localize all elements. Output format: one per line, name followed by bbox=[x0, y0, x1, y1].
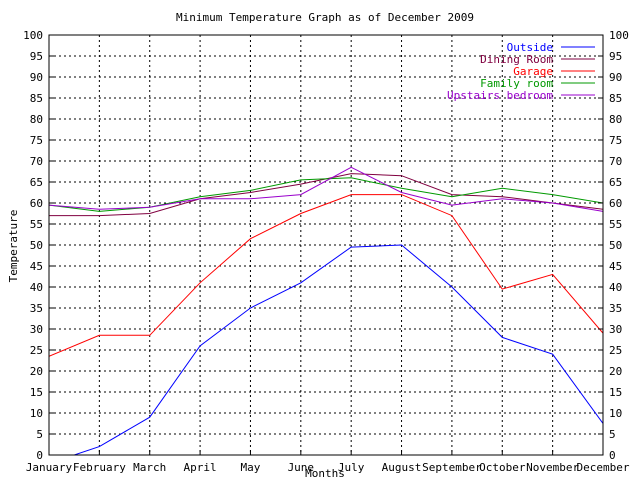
y-tick-label-right: 65 bbox=[609, 176, 622, 189]
legend-label-family-room: Family room bbox=[480, 77, 553, 90]
series-line-garage bbox=[49, 194, 603, 357]
y-tick-label-right: 90 bbox=[609, 71, 622, 84]
y-tick-label-right: 50 bbox=[609, 239, 622, 252]
x-tick-label: May bbox=[241, 461, 261, 474]
y-tick-label-left: 40 bbox=[30, 281, 43, 294]
y-tick-label-right: 60 bbox=[609, 197, 622, 210]
x-tick-label: March bbox=[133, 461, 166, 474]
y-tick-label-right: 85 bbox=[609, 92, 622, 105]
legend-label-dining-room: Dining Room bbox=[480, 53, 553, 66]
y-tick-label-right: 80 bbox=[609, 113, 622, 126]
y-tick-label-right: 35 bbox=[609, 302, 622, 315]
y-tick-label-left: 30 bbox=[30, 323, 43, 336]
y-tick-label-right: 70 bbox=[609, 155, 622, 168]
x-tick-label: December bbox=[577, 461, 630, 474]
y-tick-label-left: 85 bbox=[30, 92, 43, 105]
x-tick-label: November bbox=[526, 461, 579, 474]
y-tick-label-left: 35 bbox=[30, 302, 43, 315]
x-tick-label: September bbox=[422, 461, 482, 474]
series-line-outside bbox=[72, 244, 603, 455]
y-tick-label-left: 95 bbox=[30, 50, 43, 63]
y-tick-label-left: 15 bbox=[30, 386, 43, 399]
grid-lines bbox=[49, 35, 603, 455]
series-line-upstairs-bedroom bbox=[49, 166, 603, 212]
y-tick-label-left: 10 bbox=[30, 407, 43, 420]
x-tick-label: July bbox=[338, 461, 365, 474]
y-axis-label: Temperature bbox=[7, 210, 20, 283]
y-tick-label-right: 100 bbox=[609, 29, 629, 42]
y-tick-label-left: 75 bbox=[30, 134, 43, 147]
y-tick-label-left: 0 bbox=[36, 449, 43, 462]
y-tick-label-right: 45 bbox=[609, 260, 622, 273]
legend-label-upstairs-bedroom: Upstairs bedroom bbox=[447, 89, 553, 102]
y-tick-label-left: 90 bbox=[30, 71, 43, 84]
chart-title: Minimum Temperature Graph as of December… bbox=[176, 11, 474, 24]
y-tick-label-right: 15 bbox=[609, 386, 622, 399]
x-tick-label: August bbox=[382, 461, 422, 474]
x-tick-label: February bbox=[73, 461, 126, 474]
y-tick-label-left: 45 bbox=[30, 260, 43, 273]
x-tick-label: October bbox=[479, 461, 526, 474]
series-lines bbox=[49, 166, 603, 455]
y-tick-label-right: 30 bbox=[609, 323, 622, 336]
y-tick-label-right: 55 bbox=[609, 218, 622, 231]
y-tick-label-right: 25 bbox=[609, 344, 622, 357]
y-tick-label-right: 75 bbox=[609, 134, 622, 147]
y-tick-label-left: 20 bbox=[30, 365, 43, 378]
legend-label-outside: Outside bbox=[507, 41, 553, 54]
x-tick-label: January bbox=[26, 461, 73, 474]
y-tick-label-right: 10 bbox=[609, 407, 622, 420]
y-tick-label-left: 70 bbox=[30, 155, 43, 168]
y-tick-label-right: 40 bbox=[609, 281, 622, 294]
y-tick-label-left: 5 bbox=[36, 428, 43, 441]
x-axis-label: Months bbox=[305, 467, 345, 480]
x-tick-label: April bbox=[184, 461, 217, 474]
y-tick-label-left: 25 bbox=[30, 344, 43, 357]
y-tick-label-left: 100 bbox=[23, 29, 43, 42]
y-tick-label-right: 5 bbox=[609, 428, 616, 441]
y-tick-label-left: 55 bbox=[30, 218, 43, 231]
y-tick-label-left: 50 bbox=[30, 239, 43, 252]
y-tick-label-right: 95 bbox=[609, 50, 622, 63]
y-tick-label-right: 0 bbox=[609, 449, 616, 462]
x-tick-label: June bbox=[288, 461, 315, 474]
legend-label-garage: Garage bbox=[513, 65, 553, 78]
y-tick-label-right: 20 bbox=[609, 365, 622, 378]
y-tick-label-left: 65 bbox=[30, 176, 43, 189]
y-tick-label-left: 80 bbox=[30, 113, 43, 126]
y-tick-label-left: 60 bbox=[30, 197, 43, 210]
